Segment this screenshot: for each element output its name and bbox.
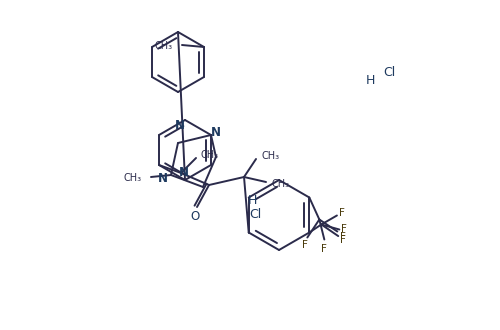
Text: H: H [366, 74, 374, 86]
Text: CH₃: CH₃ [200, 150, 218, 160]
Text: F: F [322, 244, 328, 253]
Text: Cl: Cl [383, 65, 395, 79]
Text: O: O [190, 210, 200, 222]
Text: F: F [339, 209, 345, 218]
Text: F: F [302, 241, 308, 250]
Text: F: F [342, 224, 347, 235]
Text: CH₃: CH₃ [155, 41, 173, 51]
Text: F: F [340, 235, 346, 245]
Text: H: H [248, 193, 256, 207]
Text: N: N [211, 126, 221, 140]
Text: Cl: Cl [249, 209, 261, 221]
Text: CH₃: CH₃ [271, 179, 289, 189]
Text: N: N [158, 172, 168, 184]
Text: F: F [340, 232, 346, 242]
Text: N: N [179, 166, 189, 179]
Text: N: N [175, 119, 185, 132]
Text: CH₃: CH₃ [124, 173, 142, 183]
Text: CH₃: CH₃ [261, 151, 279, 161]
